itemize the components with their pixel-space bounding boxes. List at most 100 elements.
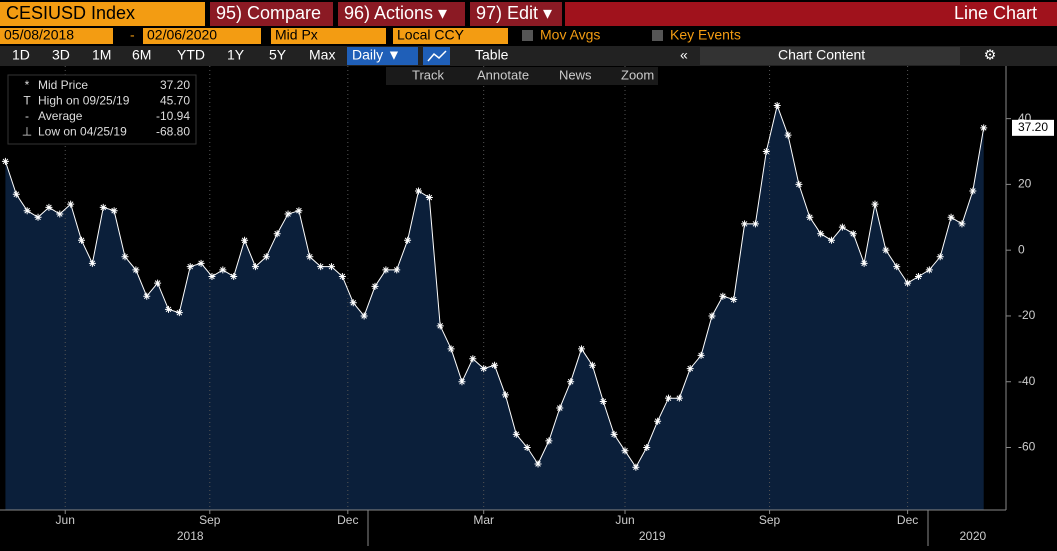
mov-avgs-checkbox[interactable] [522,30,533,41]
marker [251,263,259,271]
period-button[interactable]: 6M [132,47,151,63]
marker [621,447,629,455]
actions-button[interactable] [338,2,465,26]
marker [882,246,890,254]
legend-value: -68.80 [156,125,190,139]
period-button[interactable]: 1Y [227,47,245,63]
frequency-box[interactable] [347,47,418,65]
marker [675,394,683,402]
chart-tool[interactable]: Annotate [477,67,529,82]
marker [686,365,694,373]
ticker-box[interactable] [0,2,205,26]
marker [328,263,336,271]
chart-tool[interactable]: News [559,67,592,82]
area [5,105,984,510]
chart-tool[interactable]: Zoom [621,67,654,82]
tool-bar [386,67,658,85]
marker [958,220,966,228]
marker [219,266,227,274]
marker [338,272,346,280]
marker [969,187,977,195]
period-button[interactable]: 5Y [269,47,287,63]
marker [306,253,314,261]
marker [78,236,86,244]
period-button[interactable]: 1D [12,47,30,63]
field: Mid Px [275,27,318,43]
marker [371,282,379,290]
chart-tool[interactable]: Track [412,67,445,82]
y-tick-label: -60 [1018,440,1036,454]
key-events: Key Events [670,27,741,43]
last-value-box [1012,119,1054,136]
marker [914,272,922,280]
mov-avgs: Mov Avgs [540,27,600,43]
period-button[interactable]: 1M [92,47,111,63]
x-tick-label: Sep [199,513,221,527]
marker [436,322,444,330]
marker [578,345,586,353]
marker [284,210,292,218]
marker [132,266,140,274]
marker [262,253,270,261]
marker [241,236,249,244]
legend-symbol: - [25,109,29,123]
chart-content-box[interactable] [700,47,960,65]
title-bar [565,2,1057,26]
x-tick-label: Mar [473,513,494,527]
start-date-box[interactable] [0,28,113,44]
marker [795,180,803,188]
y-tick-label: -20 [1018,308,1036,322]
collapse-icon[interactable]: « [680,47,688,63]
marker [501,391,509,399]
marker [719,292,727,300]
actions: 96) Actions ▾ [344,3,447,23]
marker [925,266,933,274]
dash: - [130,27,135,43]
table[interactable]: Table [475,47,509,63]
edit-button[interactable] [470,2,562,26]
legend-label: High on 09/25/19 [38,94,130,108]
legend-value: 45.70 [160,94,190,108]
legend-value: 37.20 [160,78,190,92]
marker [904,279,912,287]
marker [143,292,151,300]
settings-icon[interactable]: ⚙ [984,47,997,63]
marker [664,394,672,402]
marker [936,253,944,261]
legend-symbol: * [25,78,30,92]
x-tick-label: Dec [337,513,358,527]
marker [197,259,205,267]
chart-icon-glyph [427,50,447,62]
end-date-box[interactable] [143,28,261,44]
field-box[interactable] [271,28,386,44]
marker [588,361,596,369]
marker [860,259,868,267]
marker [751,220,759,228]
marker [697,351,705,359]
year-label: 2020 [959,529,986,543]
marker [762,148,770,156]
marker [154,279,162,287]
marker [828,236,836,244]
compare-button[interactable] [210,2,333,26]
period-button[interactable]: 3D [52,47,70,63]
period-button[interactable]: Max [309,47,335,63]
period-button[interactable]: YTD [177,47,205,63]
marker [534,460,542,468]
legend-value: -10.94 [156,109,190,123]
marker [393,266,401,274]
key-events-checkbox[interactable] [652,30,663,41]
marker [784,131,792,139]
marker [632,463,640,471]
marker [567,378,575,386]
marker [360,312,368,320]
marker [164,305,172,313]
marker [110,207,118,215]
marker [349,299,357,307]
currency-box[interactable] [393,28,508,44]
marker [480,365,488,373]
year-label: 2019 [639,529,666,543]
marker [730,296,738,304]
marker [121,253,129,261]
